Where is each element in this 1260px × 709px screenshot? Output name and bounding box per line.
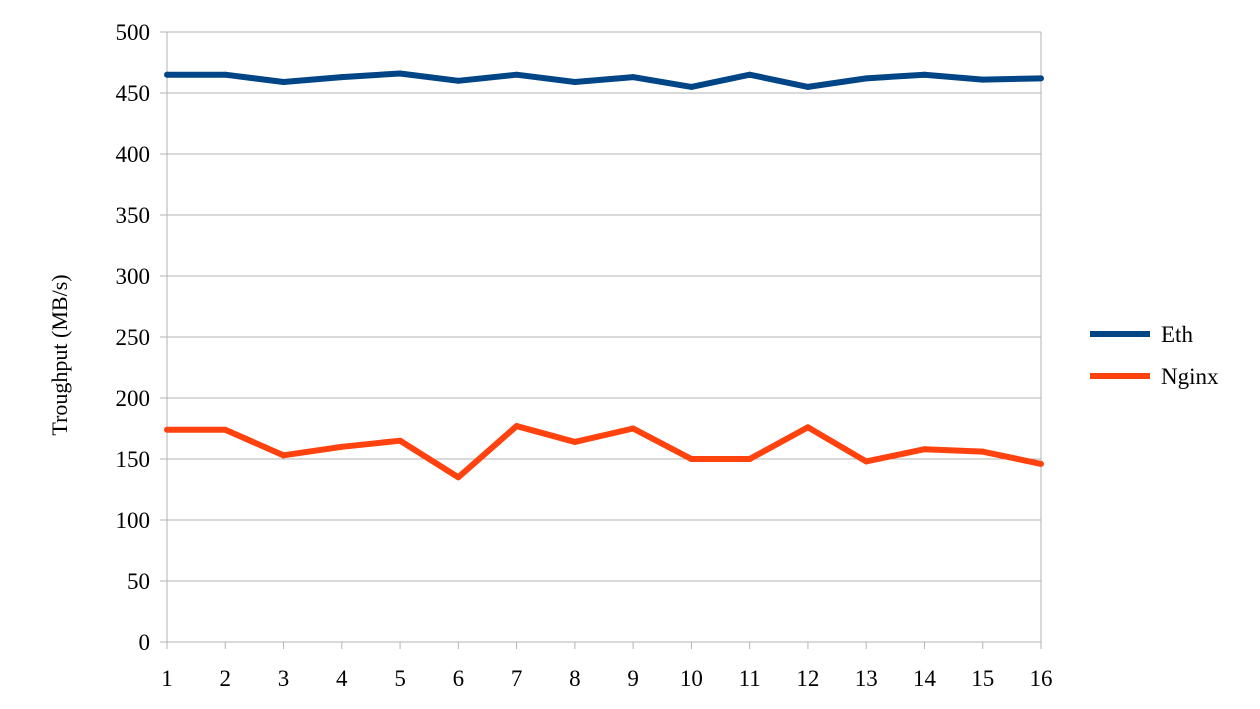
y-axis-title: Troughput (MB/s) bbox=[47, 274, 72, 435]
x-tick-label: 8 bbox=[569, 666, 581, 691]
legend: Eth Nginx bbox=[1090, 322, 1219, 389]
y-tick-label: 450 bbox=[116, 81, 151, 106]
data-point-nginx bbox=[571, 438, 578, 445]
data-point-eth bbox=[1038, 75, 1044, 82]
series-lines bbox=[164, 70, 1044, 481]
x-tick-label: 2 bbox=[220, 666, 232, 691]
data-point-nginx bbox=[164, 426, 170, 433]
data-point-eth bbox=[979, 76, 986, 83]
data-point-eth bbox=[863, 75, 870, 82]
x-tick-label: 3 bbox=[278, 666, 290, 691]
y-tick-label: 50 bbox=[127, 569, 150, 594]
data-point-eth bbox=[921, 71, 928, 78]
data-point-nginx bbox=[222, 426, 229, 433]
data-point-eth bbox=[222, 71, 229, 78]
x-tick-label: 11 bbox=[739, 666, 761, 691]
data-point-nginx bbox=[397, 437, 404, 444]
x-tick-label: 5 bbox=[394, 666, 406, 691]
x-tick-label: 6 bbox=[453, 666, 465, 691]
x-tick-label: 10 bbox=[680, 666, 703, 691]
legend-item-eth: Eth bbox=[1090, 322, 1193, 347]
data-point-nginx bbox=[513, 423, 520, 430]
data-point-nginx bbox=[979, 448, 986, 455]
legend-label: Nginx bbox=[1161, 364, 1219, 389]
x-tick-label: 14 bbox=[913, 666, 937, 691]
data-point-nginx bbox=[804, 424, 811, 431]
data-point-eth bbox=[397, 70, 404, 77]
y-tick-label: 200 bbox=[116, 386, 151, 411]
data-point-nginx bbox=[688, 456, 695, 462]
x-tick-label: 1 bbox=[161, 666, 173, 691]
data-point-nginx bbox=[746, 456, 753, 462]
y-tick-label: 300 bbox=[116, 264, 151, 289]
gridlines bbox=[167, 31, 1041, 643]
y-tick-label: 500 bbox=[116, 20, 151, 45]
data-point-nginx bbox=[338, 443, 345, 450]
series-line-nginx bbox=[167, 423, 1042, 481]
y-tick-label: 250 bbox=[116, 325, 151, 350]
x-tick-label: 16 bbox=[1030, 666, 1053, 691]
y-tick-label: 100 bbox=[116, 508, 151, 533]
data-point-nginx bbox=[630, 425, 637, 432]
data-point-eth bbox=[280, 79, 287, 86]
y-tick-label: 400 bbox=[116, 142, 151, 167]
data-point-eth bbox=[513, 71, 520, 78]
data-point-eth bbox=[338, 74, 345, 81]
x-tick-label: 9 bbox=[627, 666, 639, 691]
data-point-eth bbox=[804, 83, 811, 90]
data-point-eth bbox=[571, 79, 578, 86]
x-tick-label: 4 bbox=[336, 666, 348, 691]
x-tick-label: 15 bbox=[971, 666, 994, 691]
data-point-nginx bbox=[280, 452, 287, 459]
legend-label: Eth bbox=[1161, 322, 1193, 347]
x-tick-label: 12 bbox=[796, 666, 819, 691]
legend-item-nginx: Nginx bbox=[1090, 364, 1219, 389]
data-point-eth bbox=[630, 74, 637, 81]
y-tick-label: 150 bbox=[116, 447, 151, 472]
series-line-eth bbox=[167, 70, 1042, 90]
x-tick-label: 7 bbox=[511, 666, 523, 691]
y-tick-label: 350 bbox=[116, 203, 151, 228]
data-point-nginx bbox=[863, 458, 870, 465]
data-point-nginx bbox=[1038, 460, 1044, 467]
data-point-eth bbox=[455, 77, 462, 84]
data-point-nginx bbox=[921, 446, 928, 453]
data-point-eth bbox=[688, 83, 695, 90]
x-tick-label: 13 bbox=[855, 666, 878, 691]
data-point-eth bbox=[746, 71, 753, 78]
axes bbox=[160, 31, 1042, 649]
data-point-eth bbox=[164, 71, 170, 78]
data-point-nginx bbox=[455, 474, 462, 481]
y-tick-label: 0 bbox=[139, 630, 151, 655]
